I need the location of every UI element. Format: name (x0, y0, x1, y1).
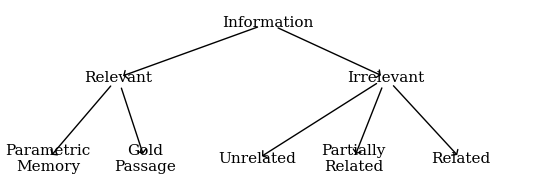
Text: Related: Related (431, 152, 490, 166)
Text: Information: Information (222, 16, 314, 30)
Text: Partially
Related: Partially Related (322, 144, 386, 174)
Text: Relevant: Relevant (84, 71, 152, 85)
Text: Parametric
Memory: Parametric Memory (5, 144, 91, 174)
Text: Irrelevant: Irrelevant (347, 71, 425, 85)
Text: Unrelated: Unrelated (218, 152, 296, 166)
Text: Gold
Passage: Gold Passage (114, 144, 176, 174)
